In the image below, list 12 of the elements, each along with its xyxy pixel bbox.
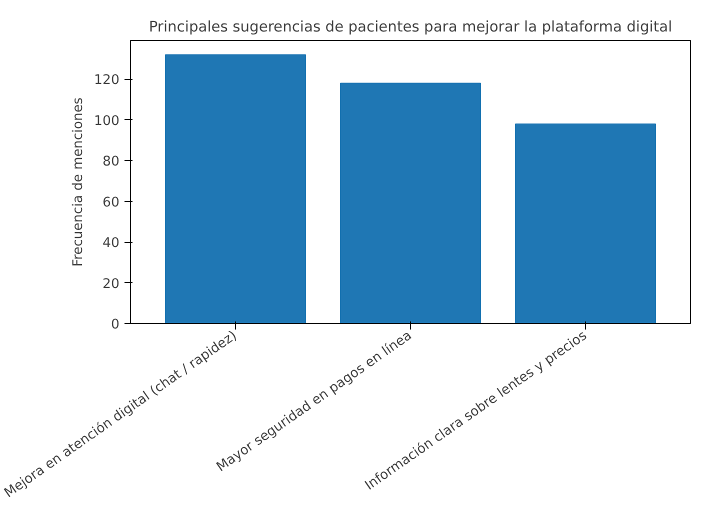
bar (340, 82, 481, 324)
y-tick-label: 60 (102, 195, 120, 210)
bar (515, 123, 656, 324)
y-tick-label: 20 (102, 276, 120, 292)
y-tick-label: 40 (102, 236, 120, 252)
y-tick-label: 120 (94, 73, 120, 88)
bar (165, 54, 306, 324)
y-tick-label: 0 (111, 318, 120, 332)
y-tick-label: 80 (102, 154, 120, 170)
y-tick-label: 100 (94, 114, 120, 129)
y-axis-title: Frecuencia de menciones (71, 97, 86, 267)
chart-title: Principales sugerencias de pacientes para mejorar la plataforma digital (148, 18, 672, 36)
